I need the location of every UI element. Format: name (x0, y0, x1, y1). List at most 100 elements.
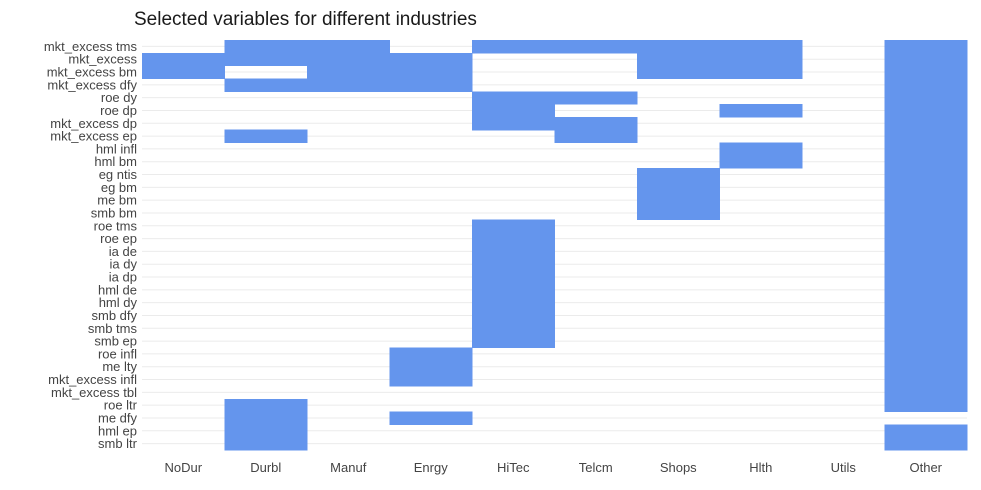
cell-hitec-mkt-excess-tms (472, 40, 556, 54)
cell-durbl-hml-ep (224, 424, 308, 438)
y-tick-label-smb-dfy: smb dfy (91, 308, 137, 323)
cell-other-smb-tms (884, 321, 968, 336)
cell-shops-eg-bm (637, 180, 721, 195)
cell-durbl-smb-ltr (224, 437, 308, 451)
cell-hlth-mkt-excess-bm (719, 65, 803, 80)
cell-nodur-mkt-excess-bm (142, 65, 226, 80)
cell-hlth-mkt-excess (719, 52, 803, 67)
cell-other-mkt-excess-tms (884, 40, 968, 54)
cell-other-hml-bm (884, 155, 968, 169)
cell-telcm-mkt-excess-tms (554, 40, 638, 54)
cell-enrgy-mkt-excess (389, 52, 473, 67)
cell-other-roe-ltr (884, 398, 968, 413)
y-tick-label-hml-infl: hml infl (96, 141, 137, 156)
y-tick-label-me-bm: me bm (97, 193, 137, 208)
y-tick-label-me-dfy: me dfy (98, 410, 138, 425)
cell-other-smb-bm (884, 206, 968, 220)
cell-shops-mkt-excess (637, 52, 721, 67)
cell-durbl-mkt-excess-ep (224, 129, 308, 144)
y-tick-label-hml-de: hml de (98, 282, 137, 297)
x-tick-label-nodur: NoDur (164, 460, 202, 475)
y-tick-label-ia-dy: ia dy (110, 257, 138, 272)
cell-other-hml-dy (884, 296, 968, 310)
cell-other-mkt-excess-ep (884, 129, 968, 144)
y-tick-label-smb-bm: smb bm (91, 205, 137, 220)
y-tick-label-mkt-excess-bm: mkt_excess bm (47, 65, 137, 80)
cell-durbl-roe-ltr (224, 398, 308, 413)
cell-other-mkt-excess (884, 52, 968, 67)
cell-other-ia-de (884, 245, 968, 259)
y-tick-label-hml-bm: hml bm (94, 154, 137, 169)
cell-hitec-smb-tms (472, 321, 556, 336)
y-tick-label-hml-ep: hml ep (98, 423, 137, 438)
cell-durbl-mkt-excess (224, 52, 308, 67)
cell-manuf-mkt-excess-dfy (307, 78, 391, 92)
y-tick-label-mkt-excess-ep: mkt_excess ep (50, 129, 137, 144)
cell-telcm-roe-dy (554, 91, 638, 105)
cell-durbl-me-dfy (224, 411, 308, 425)
cell-enrgy-mkt-excess-dfy (389, 78, 473, 92)
cell-other-roe-tms (884, 219, 968, 233)
y-tick-label-mkt-excess-dp: mkt_excess dp (50, 116, 137, 131)
cell-other-mkt-excess-infl (884, 373, 968, 387)
y-tick-label-smb-ep: smb ep (94, 334, 137, 349)
cell-other-ia-dy (884, 257, 968, 272)
cell-other-hml-ep (884, 424, 968, 438)
y-tick-label-me-lty: me lty (102, 359, 137, 374)
x-tick-label-durbl: Durbl (250, 460, 281, 475)
cell-hitec-hml-dy (472, 296, 556, 310)
y-tick-label-roe-ltr: roe ltr (104, 398, 138, 413)
cell-other-eg-bm (884, 180, 968, 195)
y-tick-label-hml-dy: hml dy (99, 295, 138, 310)
cell-hitec-smb-dfy (472, 309, 556, 323)
cell-manuf-mkt-excess (307, 52, 391, 67)
cell-shops-eg-ntis (637, 168, 721, 182)
cell-other-hml-de (884, 283, 968, 297)
cell-hlth-roe-dp (719, 104, 803, 118)
y-tick-label-roe-dp: roe dp (100, 103, 137, 118)
cell-layer (142, 40, 968, 451)
y-tick-label-roe-tms: roe tms (94, 218, 138, 233)
cell-shops-me-bm (637, 193, 721, 208)
y-tick-label-mkt-excess-tms: mkt_excess tms (44, 39, 138, 54)
cell-other-me-lty (884, 360, 968, 374)
x-tick-label-shops: Shops (660, 460, 697, 475)
y-tick-label-mkt-excess-dfy: mkt_excess dfy (47, 77, 137, 92)
cell-other-ia-dp (884, 270, 968, 285)
cell-hitec-roe-ep (472, 232, 556, 246)
cell-hitec-ia-dy (472, 257, 556, 272)
y-tick-label-mkt-excess-tbl: mkt_excess tbl (51, 385, 137, 400)
x-tick-label-hlth: Hlth (749, 460, 772, 475)
cell-hlth-hml-infl (719, 142, 803, 156)
cell-other-roe-ep (884, 232, 968, 246)
cell-shops-smb-bm (637, 206, 721, 220)
y-tick-label-roe-ep: roe ep (100, 231, 137, 246)
cell-other-roe-infl (884, 347, 968, 361)
cell-other-me-bm (884, 193, 968, 208)
cell-hitec-ia-de (472, 245, 556, 259)
cell-other-mkt-excess-bm (884, 65, 968, 80)
cell-telcm-mkt-excess-dp (554, 116, 638, 131)
cell-other-hml-infl (884, 142, 968, 156)
cell-nodur-mkt-excess (142, 52, 226, 67)
cell-hlth-mkt-excess-tms (719, 40, 803, 54)
y-tick-label-mkt-excess-infl: mkt_excess infl (48, 372, 137, 387)
cell-enrgy-roe-infl (389, 347, 473, 361)
cell-other-roe-dy (884, 91, 968, 105)
cell-other-roe-dp (884, 104, 968, 118)
cell-enrgy-me-dfy (389, 411, 473, 425)
cell-durbl-mkt-excess-tms (224, 40, 308, 54)
y-tick-label-eg-bm: eg bm (101, 180, 137, 195)
cell-other-smb-ltr (884, 437, 968, 451)
cell-shops-mkt-excess-bm (637, 65, 721, 80)
cell-other-eg-ntis (884, 168, 968, 182)
y-tick-label-ia-de: ia de (109, 244, 137, 259)
y-tick-label-ia-dp: ia dp (109, 270, 137, 285)
x-tick-label-enrgy: Enrgy (414, 460, 448, 475)
cell-manuf-mkt-excess-bm (307, 65, 391, 80)
cell-other-mkt-excess-tbl (884, 385, 968, 400)
cell-enrgy-mkt-excess-bm (389, 65, 473, 80)
cell-enrgy-me-lty (389, 360, 473, 374)
cell-enrgy-mkt-excess-infl (389, 373, 473, 387)
